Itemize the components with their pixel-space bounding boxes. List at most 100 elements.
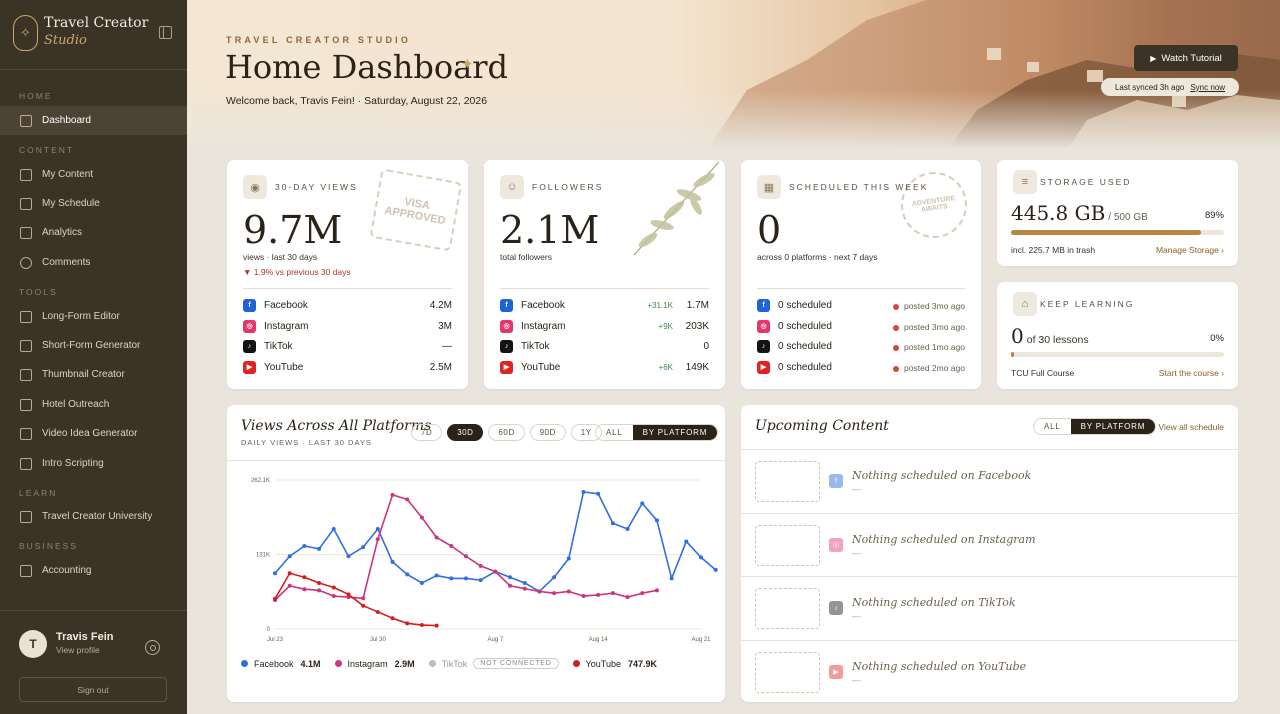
x-tick-label: Jul 30 [370,637,387,643]
sidebar-item-comments[interactable]: Comments [0,248,187,277]
x-tick-label: Jul 23 [267,637,284,643]
platform-name: Instagram [264,320,309,332]
hero-banner: TRAVEL CREATOR STUDIO Home Dashboard ✦ W… [187,0,1280,150]
storage-card: ≡ STORAGE USED 445.8 GB / 500 GB 89% inc… [997,160,1238,266]
sidebar-item-travel-creator-university[interactable]: Travel Creator University [0,502,187,531]
upcoming-dash: — [852,484,861,494]
facebook-data-point [669,576,674,581]
sidebar-item-dashboard[interactable]: Dashboard [0,106,187,135]
sidebar-item-short-form-generator[interactable]: Short-Form Generator [0,331,187,360]
sign-out-button[interactable]: Sign out [19,677,167,702]
platform-row-youtube: ▶ YouTube [243,360,303,374]
instagram-data-point [449,544,454,549]
followers-card: ☺ FOLLOWERS 2.1M total followers f Facebo… [484,160,725,389]
collapse-sidebar-icon[interactable] [159,26,172,39]
sidebar-item-label: Travel Creator University [42,511,153,522]
wand-icon [20,427,32,440]
upcoming-row-facebook: f Nothing scheduled on Facebook — [741,449,1238,513]
sync-now-link[interactable]: Sync now [1190,82,1226,92]
instagram-data-point [331,594,336,599]
legend-facebook[interactable]: Facebook 4.1M [241,659,321,669]
legend-tiktok[interactable]: TikTok NOT CONNECTED [428,658,559,669]
user-profile[interactable]: T Travis Fein View profile [19,630,113,658]
storage-progress-bar [1011,230,1224,235]
platform-value: 2.5M [429,362,452,373]
sidebar-item-thumbnail-creator[interactable]: Thumbnail Creator [0,360,187,389]
sidebar-item-my-schedule[interactable]: My Schedule [0,189,187,218]
facebook-data-point [273,571,277,576]
graduation-cap-icon: ⌂ [1013,292,1037,316]
sidebar-item-label: Dashboard [42,115,91,126]
manage-storage-link[interactable]: Manage Storage › [1155,245,1224,255]
platform-row-facebook: f Facebook [243,298,308,312]
instagram-data-point [463,554,468,559]
database-icon: ≡ [1013,170,1037,194]
watch-tutorial-button[interactable]: ▶ Watch Tutorial [1134,45,1238,71]
legend-dot [241,660,248,667]
platform-row-instagram: ◎ Instagram [243,319,308,333]
divider [243,288,452,289]
platform-name: Instagram [521,320,566,332]
play-icon: ▶ [1150,53,1157,63]
sync-status: Last synced 3h ago Sync now [1101,78,1239,96]
legend-youtube[interactable]: YouTube 747.9K [572,659,657,669]
youtube-data-point [434,623,439,628]
facebook-data-point [317,546,322,551]
instagram-data-point [552,591,557,596]
start-course-link[interactable]: Start the course › [1158,368,1224,378]
instagram-data-point [434,535,439,540]
upcoming-by-platform-button[interactable]: BY PLATFORM [1070,419,1156,434]
sidebar-item-video-idea-generator[interactable]: Video Idea Generator [0,419,187,448]
chart-icon [20,226,32,239]
views-card: VISA APPROVED ◉ 30-DAY VIEWS 9.7M views … [227,160,468,389]
range-30d-button[interactable]: 30D [447,424,484,441]
document-icon [20,168,32,181]
platform-value: 0 [703,341,709,352]
legend-instagram[interactable]: Instagram 2.9M [334,658,415,669]
upcoming-empty-text: Nothing scheduled on Facebook [852,469,1032,482]
sidebar-item-analytics[interactable]: Analytics [0,218,187,247]
range-60d-button[interactable]: 60D [488,424,525,441]
instagram-data-point [654,588,659,593]
upcoming-row-youtube: ▶ Nothing scheduled on YouTube — [741,640,1238,702]
youtube-data-point [405,621,410,626]
sidebar-item-intro-scripting[interactable]: Intro Scripting [0,449,187,478]
user-name: Travis Fein [56,631,114,643]
mode-by-platform-button[interactable]: BY PLATFORM [632,425,718,440]
legend-label: Instagram [347,658,388,669]
youtube-icon: ▶ [243,360,256,374]
learning-percent: 0% [1210,333,1224,344]
sidebar-item-hotel-outreach[interactable]: Hotel Outreach [0,390,187,419]
facebook-data-point [302,544,307,549]
scheduled-count: 0 scheduled [778,299,832,311]
facebook-data-point [713,567,718,572]
platform-row-instagram: ◎ Instagram [500,319,565,333]
upcoming-all-button[interactable]: ALL [1044,422,1061,431]
youtube-icon: ▶ [829,665,843,679]
sidebar-item-label: My Schedule [42,198,100,209]
lessons-total: of 30 lessons [1026,334,1089,346]
sidebar-item-my-content[interactable]: My Content [0,160,187,189]
divider [227,460,725,461]
card-label: STORAGE USED [1040,177,1132,187]
facebook-data-point [581,489,586,494]
range-7d-button[interactable]: 7D [411,424,443,441]
brand-title: Travel Creator [44,15,149,31]
sidebar-item-accounting[interactable]: Accounting [0,556,187,585]
mode-all-button[interactable]: ALL [606,428,623,437]
instagram-data-point [302,587,307,592]
view-profile-link[interactable]: View profile [56,645,100,655]
facebook-data-point [419,580,424,585]
view-all-schedule-link[interactable]: View all schedule [1158,422,1224,432]
facebook-data-point [331,526,336,531]
welcome-text: Welcome back, Travis Fein! · Saturday, A… [226,95,488,107]
y-tick-label: 131K [256,553,270,559]
schedule-row-youtube: ▶ 0 scheduled [757,360,832,374]
facebook-data-point [625,526,630,531]
brand-logo[interactable]: ✧ Travel Creator Studio [13,15,148,51]
hero-eyebrow: TRAVEL CREATOR STUDIO [226,35,412,45]
gear-icon[interactable] [145,640,160,655]
range-90d-button[interactable]: 90D [529,424,566,441]
youtube-data-point [375,609,380,614]
sidebar-item-long-form-editor[interactable]: Long-Form Editor [0,302,187,331]
